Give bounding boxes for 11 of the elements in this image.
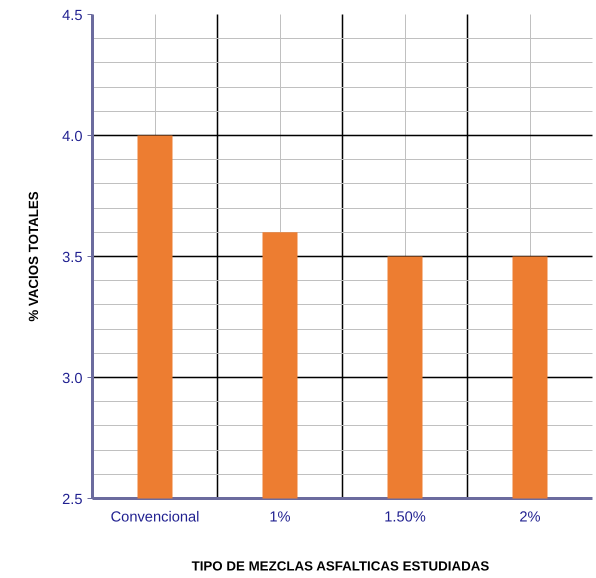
y-axis-title: % VACIOS TOTALES bbox=[26, 191, 42, 322]
y-tick-label: 4.0 bbox=[62, 129, 82, 145]
x-tick-label: 2% bbox=[519, 510, 541, 526]
x-tick-label: 1% bbox=[269, 510, 291, 526]
y-tick-label: 2.5 bbox=[62, 492, 82, 508]
x-tick-label: Convencional bbox=[110, 510, 200, 526]
y-tick-label: 3.5 bbox=[62, 250, 82, 266]
y-tick-label: 3.0 bbox=[62, 371, 82, 387]
x-tick-label: 1.50% bbox=[384, 510, 426, 526]
y-tick-label: 4.5 bbox=[62, 8, 82, 24]
x-axis-title: TIPO DE MEZCLAS ASFALTICAS ESTUDIADAS bbox=[192, 558, 490, 574]
